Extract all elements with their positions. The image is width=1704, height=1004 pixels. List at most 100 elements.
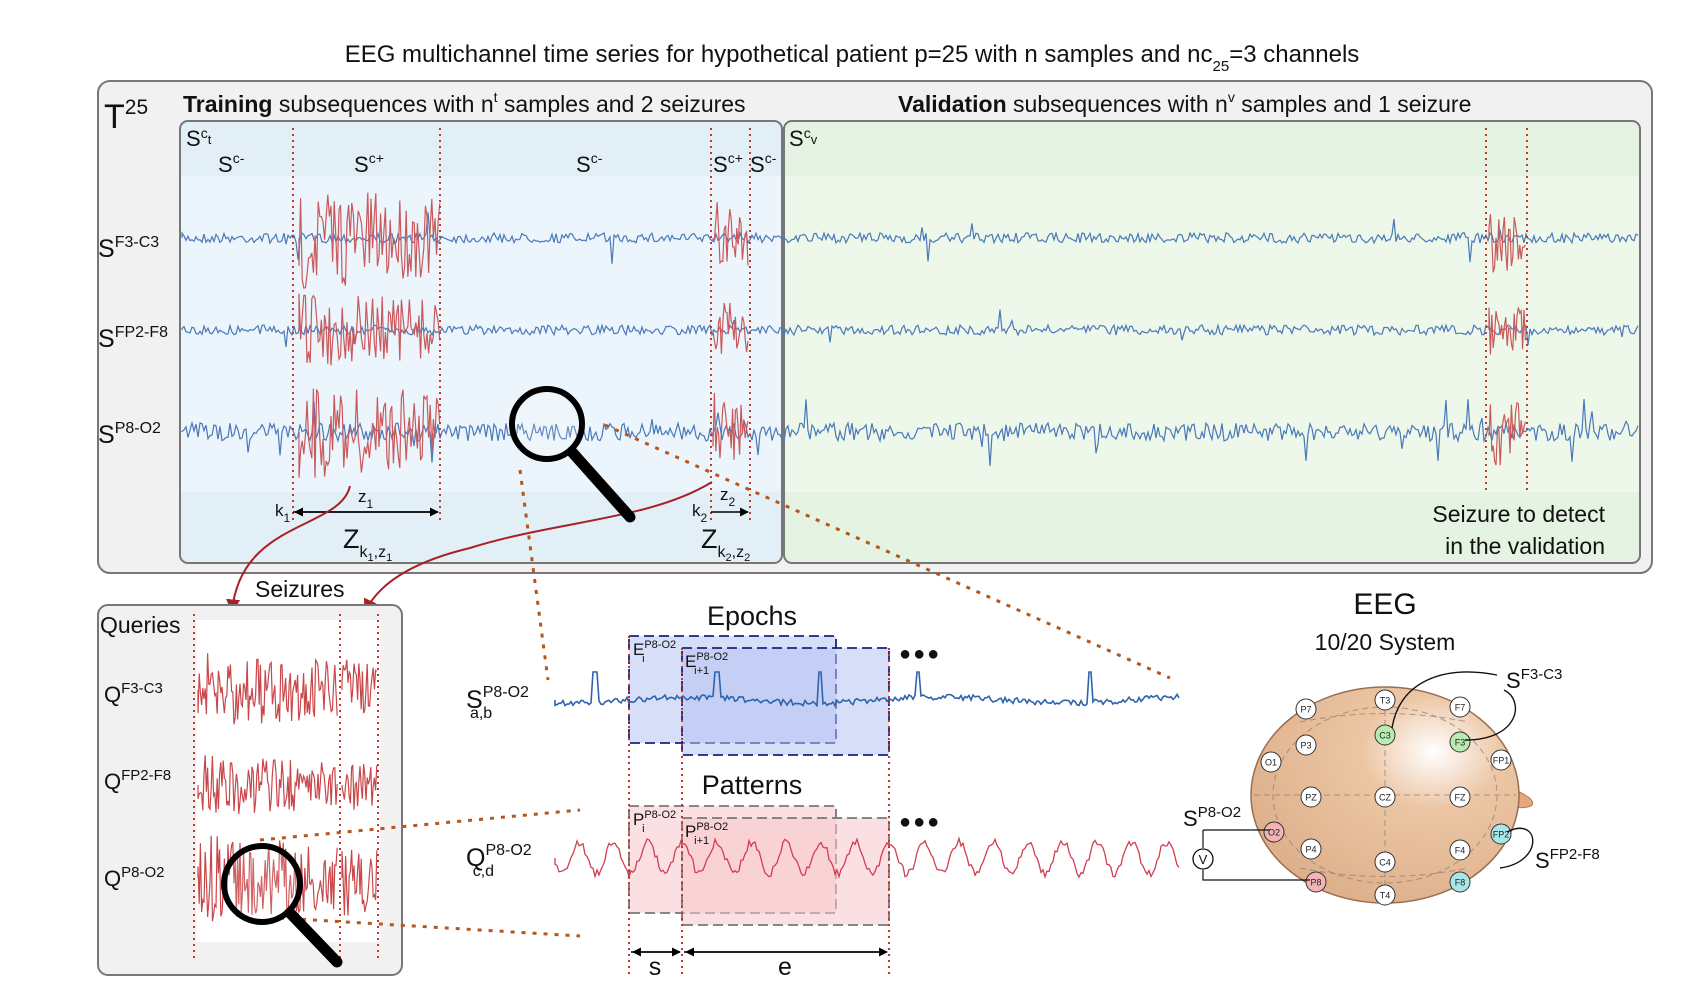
electrode-p3: P3 <box>1295 734 1317 756</box>
query-trace-b-1 <box>341 659 378 714</box>
trace-row-1 <box>181 212 1639 264</box>
zoom-connectors <box>259 423 1171 938</box>
patterns-title: Patterns <box>702 770 803 800</box>
zoom-connector-epochs-right <box>604 423 1171 680</box>
signal-traces <box>181 192 1639 478</box>
electrode-label: F8 <box>1455 878 1466 888</box>
k1-label: k1 <box>275 501 291 525</box>
trace-row-2 <box>181 309 1639 348</box>
channel-label-fp2f8: SFP2-F8 <box>98 324 168 353</box>
electrode-label: F7 <box>1455 703 1466 713</box>
segment-label-4: Sc+ <box>713 150 743 177</box>
window-boundaries <box>628 636 890 975</box>
electrode-label: C4 <box>1379 858 1391 868</box>
pattern-i-plus-1 <box>681 817 890 926</box>
segment-label-3: Sc- <box>576 150 603 177</box>
seizures-label: Seizures <box>255 576 344 602</box>
seizure-boundaries <box>292 128 1528 520</box>
seizure-burst-2-row-3 <box>712 392 749 460</box>
electrode-label: O2 <box>1268 828 1280 838</box>
seizure-burst-3-row-1 <box>1488 214 1526 273</box>
electrode-fz: FZ <box>1449 786 1471 808</box>
electrode-label: F3 <box>1455 738 1466 748</box>
p8-wire <box>1202 830 1310 881</box>
electrode-label: P4 <box>1305 845 1316 855</box>
validation-note-2: in the validation <box>1445 533 1605 559</box>
seizure-burst-2-row-2 <box>712 302 749 354</box>
training-s-label: Sct <box>186 125 212 151</box>
electrode-layer: T3 F7 P7 C3 F3 FP1 O1 P3 PZ CZ FZ O2 P4 C4 F4 FP2 P8 T4 F8 <box>1260 689 1512 906</box>
electrode-f7: F7 <box>1449 696 1471 718</box>
electrode-label: F4 <box>1455 846 1466 856</box>
seizure-burst-1-row-1 <box>298 192 441 289</box>
z2-label: z2 <box>720 485 736 509</box>
electrode-label: FZ <box>1455 793 1466 803</box>
electrode-label: O1 <box>1265 758 1277 768</box>
queries-title: Queries <box>100 612 181 638</box>
query-trace-a-2 <box>197 755 338 814</box>
pattern-trace <box>554 836 1180 880</box>
electrode-cz: CZ <box>1374 786 1396 808</box>
epoch-trace-line <box>554 671 1180 708</box>
patterns-ellipsis: ●●● <box>899 811 941 833</box>
eeg-subtitle: 10/20 System <box>1315 629 1456 655</box>
validation-header: Validation subsequences with nv samples … <box>898 89 1471 117</box>
zoom-connector-patterns-top <box>259 808 581 842</box>
segment-label-5: Sc- <box>750 150 777 177</box>
electrode-f4: F4 <box>1449 839 1471 861</box>
electrode-label: P8 <box>1310 878 1321 888</box>
eeg-label-fp2f8: SFP2-F8 <box>1535 846 1600 873</box>
query-trace-b-3 <box>341 849 378 916</box>
segment-label-2: Sc+ <box>354 150 384 177</box>
seizure-burst-1-row-2 <box>298 293 441 366</box>
channel-label-p8o2: SP8-O2 <box>98 420 161 449</box>
query-trace-a-3 <box>197 835 338 922</box>
eeg-label-f3c3: SF3-C3 <box>1506 666 1562 693</box>
electrode-label: PZ <box>1305 793 1317 803</box>
epochs-title: Epochs <box>707 601 797 631</box>
query-traces <box>197 653 378 922</box>
electrode-label: P7 <box>1300 705 1311 715</box>
k2-label: k2 <box>692 501 708 525</box>
Z1-label: Zk1,z1 <box>343 524 392 564</box>
zoom-connector-epochs-left <box>518 469 550 681</box>
electrode-p8: P8 <box>1305 871 1327 893</box>
electrode-p4: P4 <box>1300 838 1322 860</box>
training-header: Training subsequences with nt samples an… <box>183 89 746 117</box>
electrode-t3: T3 <box>1374 689 1396 711</box>
epoch-trace <box>554 671 1180 708</box>
electrode-o2: O2 <box>1263 821 1285 843</box>
query-label-p8o2: QP8-O2 <box>104 864 164 891</box>
panel-label: T25 <box>104 96 148 136</box>
head-diagram: T3 F7 P7 C3 F3 FP1 O1 P3 PZ CZ FZ O2 P4 C4 F4 FP2 P8 T4 F8… <box>1192 671 1534 906</box>
seizure-arrow-1 <box>226 485 351 614</box>
seizure-arrow-2 <box>364 481 713 614</box>
figure-title: EEG multichannel time series for hypothe… <box>345 41 1360 75</box>
electrode-f3: F3 <box>1449 731 1471 753</box>
epochs-ellipsis: ●●● <box>899 643 941 665</box>
z1-label: z1 <box>358 487 374 511</box>
electrode-fp2: FP2 <box>1490 823 1512 845</box>
fp2f8-wire <box>1499 827 1534 869</box>
segment-label-1: Sc- <box>218 150 245 177</box>
epoch-i1-label: EP8-O2 i+1 <box>685 651 728 677</box>
voltmeter-label: V <box>1199 852 1208 867</box>
query-label-f3c3: QF3-C3 <box>104 680 163 707</box>
electrode-c3: C3 <box>1374 724 1396 746</box>
electrode-label: P3 <box>1300 741 1311 751</box>
magnifier-icon <box>509 386 636 523</box>
query-trace-a-1 <box>197 653 338 725</box>
channel-label-f3c3: SF3-C3 <box>98 234 159 263</box>
training-band <box>181 176 781 492</box>
validation-note-1: Seizure to detect <box>1432 501 1605 527</box>
electrode-label: T3 <box>1380 696 1391 706</box>
electrode-f8: F8 <box>1449 871 1471 893</box>
f3-wire <box>1464 689 1517 741</box>
validation-s-label: Scv <box>789 125 818 151</box>
eeg-title: EEG <box>1353 588 1416 621</box>
electrode-p7: P7 <box>1295 698 1317 720</box>
seizure-burst-3-row-2 <box>1488 307 1526 355</box>
query-boundaries <box>193 614 379 960</box>
